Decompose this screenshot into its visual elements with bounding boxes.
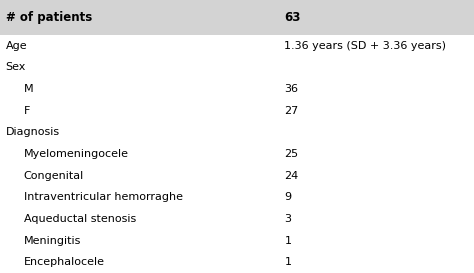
Text: F: F <box>24 106 30 116</box>
Bar <box>0 100 474 121</box>
Bar <box>0 165 474 186</box>
Text: Diagnosis: Diagnosis <box>6 127 60 137</box>
Text: Sex: Sex <box>6 63 26 72</box>
Text: 3: 3 <box>284 214 292 224</box>
Bar <box>0 57 474 78</box>
Text: 27: 27 <box>284 106 299 116</box>
Text: Myelomeningocele: Myelomeningocele <box>24 149 129 159</box>
Text: 1: 1 <box>284 257 292 267</box>
Text: 24: 24 <box>284 171 299 181</box>
Text: Aqueductal stenosis: Aqueductal stenosis <box>24 214 136 224</box>
Text: Congenital: Congenital <box>24 171 84 181</box>
Bar <box>0 0 474 35</box>
Text: M: M <box>24 84 33 94</box>
Bar <box>0 78 474 100</box>
Text: Encephalocele: Encephalocele <box>24 257 105 267</box>
Bar <box>0 121 474 143</box>
Text: 9: 9 <box>284 192 292 202</box>
Bar <box>0 35 474 57</box>
Text: Age: Age <box>6 41 27 51</box>
Text: Intraventricular hemorraghe: Intraventricular hemorraghe <box>24 192 182 202</box>
Bar <box>0 143 474 165</box>
Bar <box>0 186 474 208</box>
Text: Meningitis: Meningitis <box>24 236 81 245</box>
Text: 1: 1 <box>284 236 292 245</box>
Text: # of patients: # of patients <box>6 11 92 24</box>
Text: 1.36 years (SD + 3.36 years): 1.36 years (SD + 3.36 years) <box>284 41 447 51</box>
Bar <box>0 230 474 251</box>
Text: 63: 63 <box>284 11 301 24</box>
Bar <box>0 251 474 273</box>
Text: 25: 25 <box>284 149 299 159</box>
Bar <box>0 208 474 230</box>
Text: 36: 36 <box>284 84 299 94</box>
